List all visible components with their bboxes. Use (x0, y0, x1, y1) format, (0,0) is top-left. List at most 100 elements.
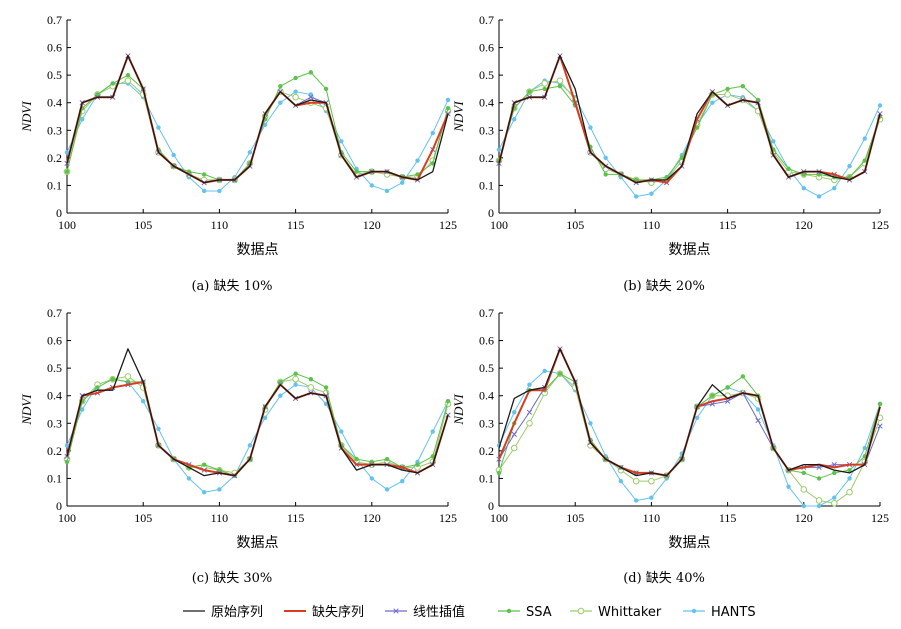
panel-a: 0 0.1 0.2 0.3 0.4 0.5 0.6 0.7 100 105 110 115 120 125… (19, 13, 457, 294)
x-tick-label: 105 (566, 511, 584, 525)
legend: 原始序列 缺失序列 线性插值 SSA Whittaker HANTS (183, 604, 756, 620)
legend-item: 缺失序列 (284, 605, 364, 620)
data-point (323, 86, 329, 92)
y-tick-label: 0.2 (479, 444, 494, 458)
data-point (400, 478, 405, 484)
y-tick-label: 0 (56, 499, 62, 513)
series-line (498, 347, 881, 477)
x-tick-label: 105 (134, 218, 152, 232)
series-缺失序列 (66, 54, 449, 184)
data-point (649, 191, 654, 196)
data-point (618, 478, 624, 484)
y-tick-label: 0.5 (47, 361, 62, 375)
y-tick-label: 0.5 (479, 361, 494, 375)
series-缺失序列 (498, 54, 881, 184)
x-tick-label: 110 (211, 218, 229, 232)
data-point (308, 94, 314, 100)
y-tick-label: 0.7 (479, 306, 494, 320)
data-point (217, 188, 222, 194)
x-tick-label: 120 (795, 511, 813, 525)
data-point (201, 490, 207, 495)
data-point (217, 487, 222, 492)
data-point (339, 139, 344, 144)
data-point (307, 384, 315, 391)
y-tick-label: 0.3 (479, 416, 494, 430)
data-point (80, 407, 85, 412)
series-line (498, 85, 881, 181)
series-缺失序列 (498, 347, 881, 477)
data-point (124, 77, 132, 84)
data-point (308, 376, 314, 382)
data-point (648, 477, 655, 485)
data-point (292, 375, 299, 383)
y-tick-label: 0.4 (47, 96, 62, 110)
data-point (308, 70, 314, 75)
data-point (649, 495, 654, 500)
y-axis-label: NDVI (19, 101, 34, 133)
data-point (526, 409, 533, 415)
data-point (278, 100, 283, 105)
data-point (755, 417, 761, 424)
x-tick-label: 100 (490, 511, 508, 525)
data-point (186, 476, 192, 481)
x-axis-label: 数据点 (669, 242, 711, 258)
series-line (498, 54, 881, 184)
data-point (603, 155, 608, 161)
data-point (278, 83, 283, 89)
y-axis-label: NDVI (451, 101, 466, 133)
data-point (445, 412, 451, 418)
data-point (832, 495, 837, 500)
data-point (369, 183, 374, 188)
data-point (400, 180, 405, 185)
y-tick-label: 0.4 (47, 389, 62, 403)
panel-b: 0 0.1 0.2 0.3 0.4 0.5 0.6 0.7 100 105 110 115 120 125… (451, 13, 889, 294)
data-point (156, 125, 161, 130)
series-Whittaker (495, 77, 884, 186)
data-point (862, 136, 867, 141)
panel-d: 0 0.1 0.2 0.3 0.4 0.5 0.6 0.7 100 105 110 115 120 125… (451, 306, 889, 586)
y-tick-label: 0.4 (479, 96, 494, 110)
series-line (66, 54, 449, 184)
data-point (588, 125, 593, 130)
data-point (124, 373, 132, 380)
y-tick-label: 0.6 (47, 41, 62, 55)
data-point (201, 172, 207, 177)
series-原始序列 (66, 55, 449, 184)
data-point (541, 80, 549, 87)
series-HANTS (496, 368, 883, 509)
data-point (384, 188, 390, 194)
data-point (64, 150, 70, 155)
data-point (815, 497, 823, 504)
data-point (725, 385, 730, 390)
data-point (496, 470, 502, 476)
x-tick-label: 125 (439, 511, 457, 525)
data-point (801, 470, 806, 476)
x-tick-label: 100 (490, 218, 508, 232)
data-point (877, 401, 883, 407)
y-axis-label: NDVI (451, 394, 466, 426)
panel-caption: (c) 缺失 30% (192, 571, 273, 586)
data-point (755, 407, 761, 412)
data-point (847, 476, 852, 481)
data-point (247, 443, 253, 448)
x-tick-label: 115 (287, 218, 305, 232)
x-tick-label: 125 (871, 218, 889, 232)
data-point (526, 419, 533, 427)
data-point (64, 459, 70, 465)
legend-swatch-marker (506, 608, 512, 614)
data-point (633, 194, 639, 199)
data-point (445, 106, 451, 111)
legend-item: SSA (498, 605, 552, 620)
x-tick-label: 125 (439, 218, 457, 232)
legend-label: 缺失序列 (312, 605, 364, 620)
x-axis-label: 数据点 (237, 242, 279, 258)
series-line (66, 55, 449, 184)
data-point (354, 169, 359, 174)
x-tick-label: 125 (871, 511, 889, 525)
x-tick-label: 105 (134, 511, 152, 525)
legend-label: SSA (526, 605, 552, 620)
data-point (354, 456, 359, 462)
data-point (201, 462, 207, 467)
series-line (498, 373, 881, 504)
data-point (694, 125, 700, 130)
